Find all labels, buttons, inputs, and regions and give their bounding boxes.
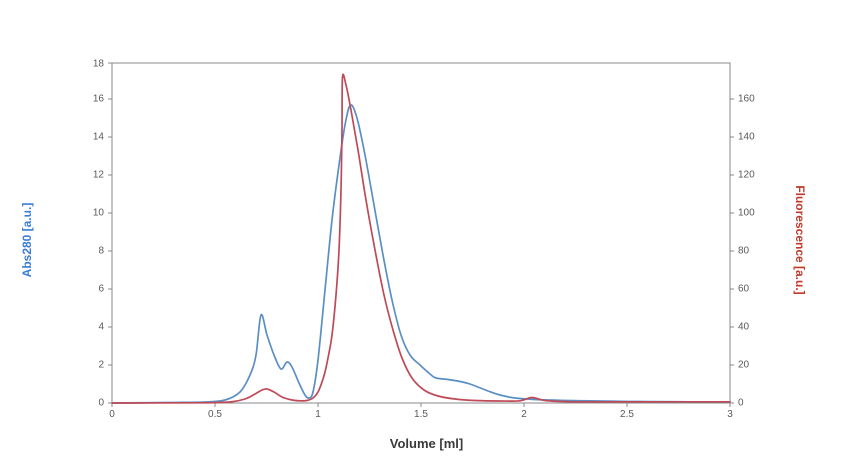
svg-text:100: 100 [738,208,755,219]
svg-text:1.5: 1.5 [414,409,428,420]
svg-text:140: 140 [738,132,755,143]
svg-text:0: 0 [109,409,115,420]
svg-text:14: 14 [93,132,105,143]
svg-text:160: 160 [738,94,755,105]
svg-text:80: 80 [738,246,750,257]
svg-text:12: 12 [93,170,105,181]
svg-text:3: 3 [727,409,733,420]
svg-text:10: 10 [93,208,105,219]
svg-text:2.5: 2.5 [620,409,634,420]
svg-text:120: 120 [738,170,755,181]
svg-text:8: 8 [98,246,104,257]
svg-text:0.5: 0.5 [208,409,222,420]
svg-text:1: 1 [315,409,321,420]
svg-text:40: 40 [738,322,750,333]
svg-text:18: 18 [93,59,105,70]
svg-text:16: 16 [93,94,105,105]
svg-text:6: 6 [98,284,104,295]
svg-text:0: 0 [98,398,104,409]
svg-text:4: 4 [98,322,104,333]
svg-text:60: 60 [738,284,750,295]
svg-text:0: 0 [738,398,744,409]
svg-text:2: 2 [521,409,527,420]
svg-text:2: 2 [98,360,104,371]
svg-text:20: 20 [738,360,750,371]
